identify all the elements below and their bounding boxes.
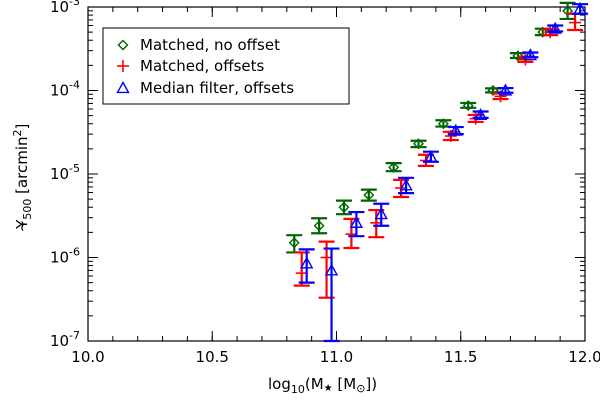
data-point (335, 199, 352, 216)
marker-diamond (413, 138, 424, 150)
data-point (311, 217, 328, 235)
data-point (472, 107, 489, 121)
legend-marker-plus (117, 60, 129, 72)
data-point (323, 247, 340, 343)
marker-diamond (512, 50, 524, 62)
x-tick-label: 11.0 (320, 348, 353, 366)
y-tick-label: 10-7 (50, 329, 80, 350)
marker-plus (569, 16, 582, 29)
y-tick-label: 10-5 (50, 162, 80, 183)
x-tick-label: 12.0 (568, 348, 600, 366)
data-point (298, 248, 315, 284)
y-tick-label: 10-4 (50, 79, 80, 100)
marker-diamond (363, 189, 375, 201)
marker-triangle (573, 1, 587, 14)
marker-diamond (388, 161, 400, 173)
data-point (460, 100, 477, 112)
x-axis-title-text: log10(M★ [M⊙]) (268, 375, 377, 396)
data-point (422, 150, 439, 163)
marker-plus (444, 130, 457, 143)
legend-label-median-filter: Median filter, offsets (140, 79, 294, 97)
marker-diamond (437, 118, 449, 130)
data-point (559, 1, 576, 21)
data-point (293, 251, 310, 287)
legend: Matched, no offset Matched, offsets Medi… (102, 27, 350, 105)
y-axis-title: ~Y500 [arcmin2] (11, 124, 34, 233)
marker-diamond (288, 237, 300, 249)
marker-triangle (349, 215, 364, 228)
series-2 (298, 1, 589, 343)
legend-box (102, 27, 350, 105)
y-axis-title-text: ~Y500 [arcmin2] (11, 124, 34, 233)
data-point (360, 188, 377, 202)
data-point (522, 48, 539, 61)
marker-triangle (523, 48, 538, 61)
marker-triangle (424, 150, 438, 163)
marker-triangle (374, 207, 388, 220)
marker-triangle (299, 256, 314, 269)
data-point (373, 202, 390, 227)
legend-marker-triangle (116, 81, 130, 94)
data-point (410, 138, 427, 150)
legend-label-matched-no-offset: Matched, no offset (140, 36, 280, 54)
data-points (286, 1, 589, 343)
data-point (547, 21, 564, 34)
data-point (497, 83, 514, 96)
x-tick-label: 10.5 (196, 348, 229, 366)
marker-triangle (449, 123, 463, 136)
marker-diamond (462, 100, 474, 112)
data-point (385, 161, 402, 173)
legend-marker-diamond (117, 39, 129, 51)
tick-labels: 10.0 10.5 11.0 11.5 12.0 10-7 10-6 10-5 10-4 10-3 (50, 0, 600, 366)
series-0 (286, 1, 576, 254)
data-point (572, 1, 589, 15)
data-point (343, 217, 360, 250)
data-point (447, 123, 464, 136)
marker-triangle (399, 178, 413, 191)
x-axis-title: log10(M★ [M⊙]) (268, 375, 377, 396)
axis-ticks (87, 6, 586, 342)
legend-label-matched-offsets: Matched, offsets (140, 57, 264, 75)
y-tick-label: 10-3 (50, 0, 80, 16)
marker-triangle (473, 107, 488, 121)
marker-diamond (313, 220, 325, 232)
y-tick-label: 10-6 (50, 246, 80, 267)
marker-diamond (537, 26, 549, 38)
marker-triangle (324, 263, 339, 276)
marker-triangle (548, 21, 562, 34)
marker-diamond (338, 201, 350, 213)
marker-diamond (487, 85, 499, 96)
data-point (398, 176, 415, 195)
data-point (567, 12, 584, 32)
x-tick-label: 11.5 (444, 348, 477, 366)
x-tick-label: 10.0 (71, 348, 104, 366)
marker-triangle (498, 83, 513, 96)
data-point (348, 210, 365, 238)
marker-diamond (562, 5, 574, 17)
